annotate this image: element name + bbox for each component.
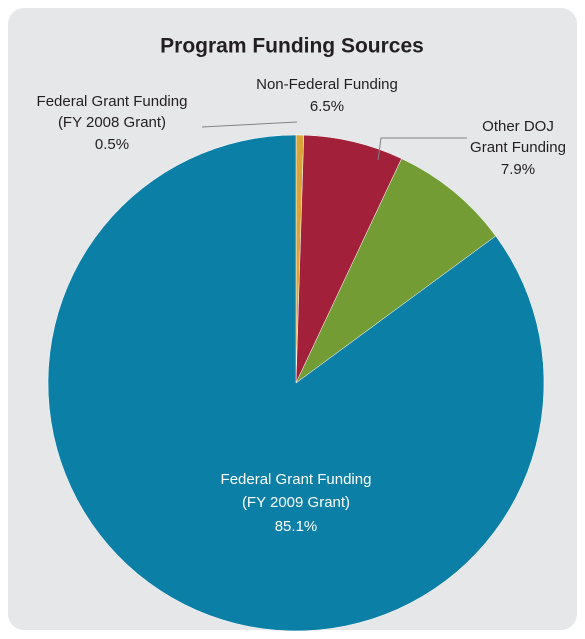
pie-slice xyxy=(47,134,545,632)
value-label: 85.1% xyxy=(275,518,318,535)
value-label: 6.5% xyxy=(310,98,344,115)
slice-label: Non-Federal Funding xyxy=(256,76,398,93)
slice-label: (FY 2008 Grant) xyxy=(58,114,166,131)
chart-title: Program Funding Sources xyxy=(160,35,424,58)
slice-label: Other DOJ xyxy=(482,118,554,135)
leader-line xyxy=(201,121,298,128)
leader-line xyxy=(377,137,467,161)
slice-label: (FY 2009 Grant) xyxy=(242,494,350,511)
slice-label: Federal Grant Funding xyxy=(221,471,372,488)
slice-label: Federal Grant Funding xyxy=(37,93,188,110)
slice-label: Grant Funding xyxy=(470,139,566,156)
pie-slice xyxy=(295,158,497,384)
value-label: 0.5% xyxy=(95,136,129,153)
value-label: 7.9% xyxy=(501,161,535,178)
